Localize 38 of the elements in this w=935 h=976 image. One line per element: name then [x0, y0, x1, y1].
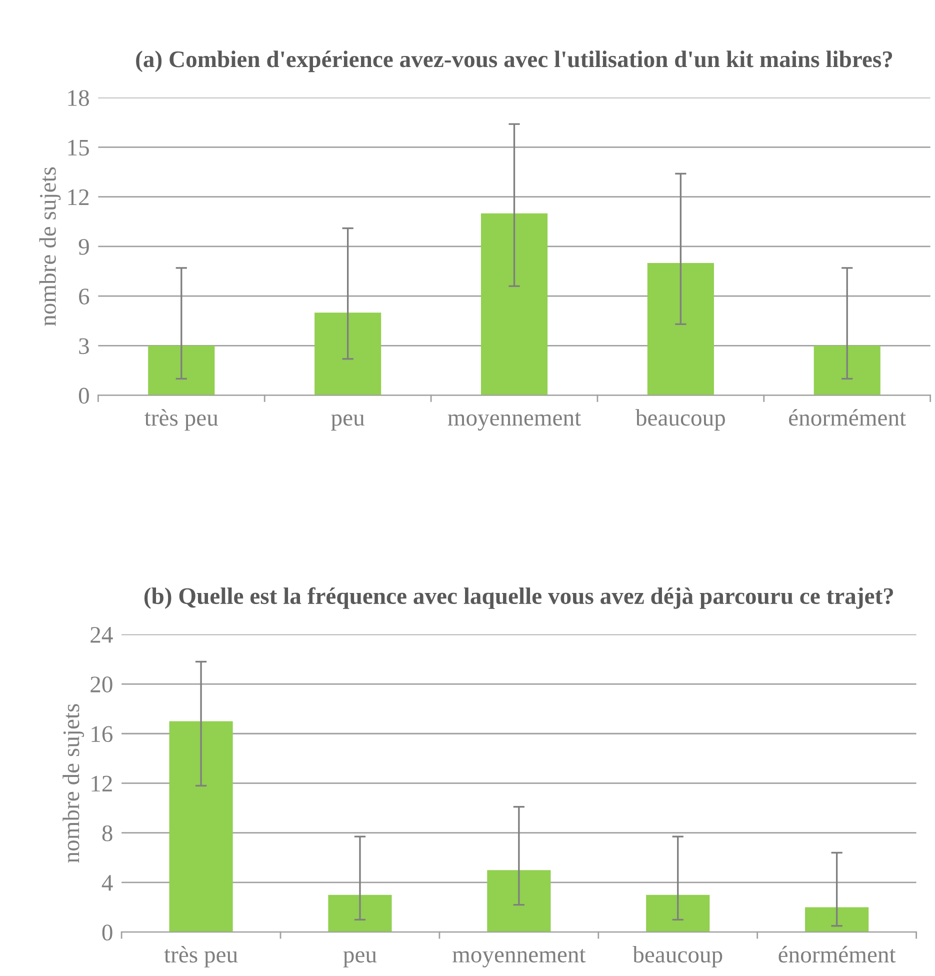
y-tick-label: 24 [90, 626, 113, 643]
chart-title: (b) Quelle est la fréquence avec laquelle vous avez déjà parcouru ce trajet? [144, 587, 894, 609]
y-tick-label: 18 [68, 90, 89, 106]
y-axis-title: nombre de sujets [39, 167, 61, 326]
x-tick-label: beaucoup [635, 409, 725, 431]
bar [487, 870, 551, 932]
bar [647, 262, 714, 396]
bar [805, 907, 869, 932]
x-tick-label: peu [343, 951, 377, 968]
y-tick-label: 3 [79, 338, 89, 354]
x-tick-label: moyennement [448, 412, 581, 431]
y-axis-title: nombre de sujets [62, 704, 84, 863]
bar [814, 346, 880, 396]
y-tick-label: 12 [68, 189, 89, 206]
y-tick-label: 20 [90, 676, 112, 692]
bar [148, 346, 215, 396]
y-tick-label: 0 [102, 924, 112, 941]
y-tick-label: 4 [102, 875, 113, 891]
y-tick-label: 12 [92, 776, 112, 792]
x-tick-label: très peu [144, 409, 218, 431]
bar [314, 312, 382, 396]
y-tick-label: 15 [68, 140, 89, 156]
y-tick-label: 8 [102, 825, 112, 842]
bar [328, 894, 392, 932]
x-tick-label: moyennement [452, 948, 586, 968]
x-tick-label: peu [331, 414, 364, 431]
bar [169, 721, 233, 932]
y-tick-label: 0 [78, 388, 89, 404]
chart-title: (a) Combien d'expérience avez-vous avec l'utilisation d'un kit mains libres? [136, 50, 892, 72]
y-tick-label: 16 [92, 726, 113, 742]
x-tick-label: beaucoup [632, 946, 722, 968]
bar [480, 213, 548, 396]
y-tick-label: 9 [78, 238, 89, 255]
x-tick-label: énormément [778, 946, 896, 963]
x-tick-label: énormément [789, 409, 906, 426]
x-tick-label: très peu [164, 946, 238, 968]
bar [646, 894, 710, 932]
y-tick-label: 6 [79, 288, 90, 304]
